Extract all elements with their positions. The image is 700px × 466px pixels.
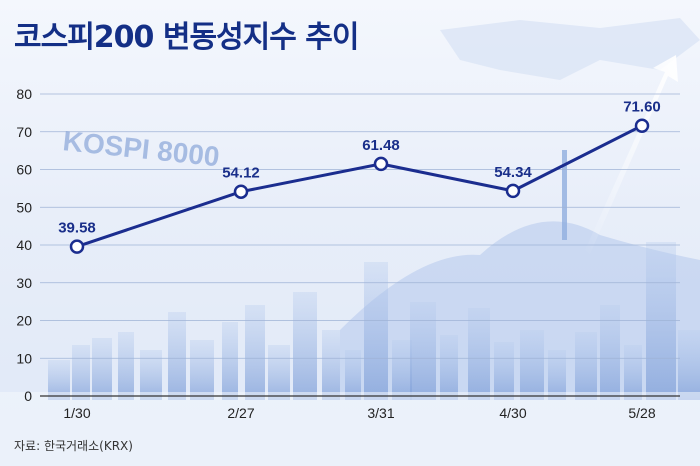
- y-tick-label: 30: [16, 275, 32, 291]
- building-decoration: [624, 345, 642, 400]
- y-axis: 0 10 20 30 40 50 60 70 80: [16, 86, 32, 404]
- data-point: [233, 184, 249, 199]
- y-tick-label: 0: [24, 388, 32, 404]
- building-decoration: [72, 345, 90, 400]
- x-axis: 1/30 2/27 3/31 4/30 5/28: [63, 405, 655, 421]
- building-decoration: [245, 305, 265, 400]
- x-tick-label: 4/30: [499, 405, 526, 421]
- background-text: KOSPI 8000: [61, 125, 221, 172]
- building-decoration: [575, 332, 597, 400]
- building-decoration: [48, 360, 70, 400]
- data-label: 71.60: [623, 99, 661, 116]
- data-label: 39.58: [58, 220, 96, 237]
- building-decoration: [392, 340, 412, 400]
- building-decoration: [440, 335, 458, 400]
- building-decoration: [600, 305, 620, 400]
- world-map-decoration: [440, 18, 700, 80]
- building-decoration: [118, 332, 134, 400]
- building-decoration: [520, 330, 544, 400]
- building-decoration: [222, 322, 238, 400]
- building-decoration: [646, 242, 676, 400]
- building-decoration: [345, 350, 361, 400]
- y-tick-label: 70: [16, 124, 32, 140]
- building-decoration: [168, 312, 186, 400]
- x-tick-label: 5/28: [628, 405, 655, 421]
- data-labels: 39.58 54.12 61.48 54.34 71.60: [58, 99, 661, 237]
- background-decoration: [0, 18, 700, 466]
- y-tick-label: 40: [16, 237, 32, 253]
- y-tick-label: 50: [16, 199, 32, 215]
- data-points: [69, 118, 650, 254]
- building-decoration: [140, 350, 162, 400]
- y-tick-label: 20: [16, 313, 32, 329]
- building-decoration: [190, 340, 214, 400]
- data-point: [69, 239, 85, 254]
- building-decoration: [268, 345, 290, 400]
- y-tick-label: 60: [16, 162, 32, 178]
- building-decoration: [410, 302, 436, 400]
- data-point: [634, 118, 650, 133]
- data-label: 54.34: [494, 164, 532, 181]
- growth-arrow-decoration: [585, 55, 678, 254]
- building-decoration: [293, 292, 317, 400]
- data-label: 61.48: [362, 137, 400, 154]
- building-decoration: [494, 342, 514, 400]
- building-decoration: [678, 330, 700, 400]
- x-tick-label: 2/27: [227, 405, 254, 421]
- data-point: [373, 156, 389, 172]
- tower-decoration: [562, 150, 567, 240]
- y-tick-label: 80: [16, 86, 32, 102]
- building-decoration: [92, 338, 112, 400]
- building-decoration: [548, 350, 566, 400]
- x-tick-label: 3/31: [367, 405, 394, 421]
- building-decoration: [468, 308, 490, 400]
- data-point: [505, 183, 521, 199]
- building-decoration: [364, 262, 388, 400]
- page-title: 코스피200 변동성지수 추이: [14, 20, 360, 55]
- y-tick-label: 10: [16, 350, 32, 366]
- x-tick-label: 1/30: [63, 405, 90, 421]
- data-label: 54.12: [222, 165, 260, 182]
- city-skyline-decoration: [0, 242, 700, 466]
- source-note: 자료: 한국거래소(KRX): [14, 439, 133, 453]
- grid-lines: [40, 93, 680, 397]
- building-decoration: [322, 330, 340, 400]
